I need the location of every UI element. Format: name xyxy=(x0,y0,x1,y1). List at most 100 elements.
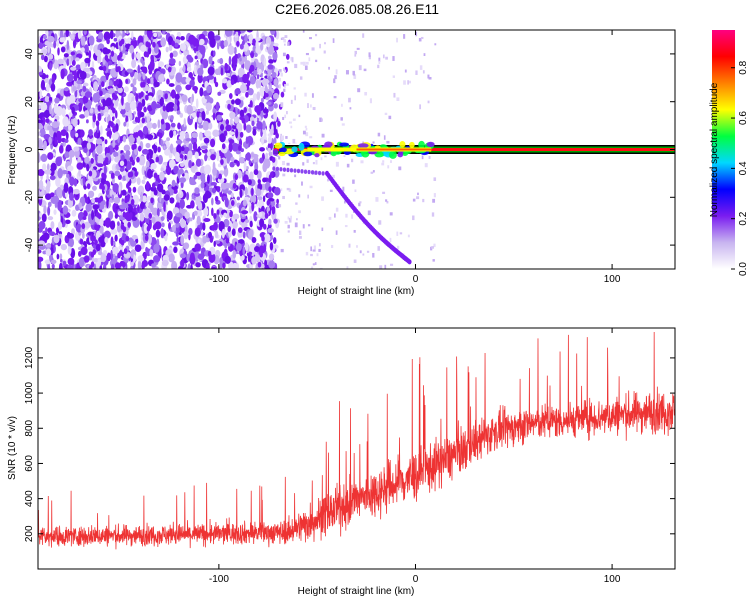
spectrogram-cell xyxy=(187,150,193,159)
spectrogram-cell xyxy=(62,116,69,127)
spectrogram-cell xyxy=(173,215,181,224)
spectrogram-cell xyxy=(312,249,316,252)
spectrogram-cell xyxy=(229,211,233,218)
spectrogram-cell xyxy=(43,55,48,63)
spectrogram-cell xyxy=(357,88,361,93)
spectrogram-cell xyxy=(117,66,121,73)
spectrogram-cell xyxy=(279,167,283,172)
spectrogram-cell xyxy=(47,206,51,216)
spectrogram-cell xyxy=(225,237,230,244)
spectrogram-cell xyxy=(144,216,150,224)
spectrogram-y-tick-label: 20 xyxy=(24,96,35,108)
spectrogram-cell xyxy=(262,223,267,230)
spectrogram-cell xyxy=(245,124,252,134)
spectrogram-cell xyxy=(41,73,47,80)
spectrogram-cell xyxy=(177,169,181,179)
spectrogram-cell xyxy=(66,81,73,87)
spectrogram-cell xyxy=(183,229,189,240)
spectrogram-cell xyxy=(216,42,220,50)
spectrogram-cell xyxy=(176,236,179,244)
spectrogram-cell xyxy=(90,170,97,179)
spectrogram-cell xyxy=(279,70,282,73)
spectrogram-cell xyxy=(195,262,201,268)
spectrogram-cell xyxy=(316,253,319,257)
spectrogram-cell xyxy=(309,37,312,40)
spectrogram-cell xyxy=(93,81,99,92)
spectrogram-cell xyxy=(252,128,257,136)
spectrogram-cell xyxy=(247,253,251,263)
spectrogram-cell xyxy=(143,223,149,234)
spectrogram-cell xyxy=(433,177,437,181)
spectrogram-cell xyxy=(73,178,78,187)
spectrogram-cell xyxy=(145,246,149,253)
spectrogram-cell xyxy=(225,124,232,132)
spectrogram-cell xyxy=(422,198,425,203)
spectrogram-cell xyxy=(368,55,371,60)
spectrogram-cell xyxy=(302,30,305,33)
spectrogram-cell xyxy=(432,198,436,203)
spectrogram-cell xyxy=(46,41,52,46)
spectrogram-cell xyxy=(192,141,198,152)
spectrogram-cell xyxy=(217,91,222,96)
spectrogram-cell xyxy=(51,121,59,129)
spectrogram-cell xyxy=(268,218,272,226)
spectrogram-cell xyxy=(236,40,240,47)
spectrogram-cell xyxy=(153,189,158,196)
spectrogram-cell xyxy=(123,144,131,152)
spectrogram-cell xyxy=(183,50,188,56)
spectrogram-cell xyxy=(377,246,380,251)
spectrogram-cell xyxy=(211,266,216,269)
spectrogram-cell xyxy=(294,63,298,69)
spectrogram-cell xyxy=(114,234,118,242)
spectrogram-cell xyxy=(305,132,309,137)
spectrogram-cell xyxy=(188,34,196,45)
spectrogram-cell xyxy=(264,212,269,219)
spectrogram-cell xyxy=(234,53,238,60)
spectrogram-cell xyxy=(304,125,307,128)
spectrogram-cell xyxy=(268,260,276,269)
spectrogram-cell xyxy=(86,163,90,172)
spectrogram-cell xyxy=(42,232,50,241)
spectrogram-cell xyxy=(212,129,220,137)
spectrogram-cell xyxy=(211,148,215,153)
spectrogram-cell xyxy=(258,78,262,89)
spectrogram-cell xyxy=(196,215,201,226)
spectrogram-cell xyxy=(137,145,142,152)
spectrogram-cell xyxy=(104,111,109,118)
spectrogram-cell xyxy=(345,70,349,75)
spectrogram-cell xyxy=(315,59,318,63)
spectrogram-cell xyxy=(204,164,212,175)
spectrogram-cell xyxy=(396,37,398,43)
spectrogram-cell xyxy=(130,198,135,205)
spectrogram-cell xyxy=(221,228,225,239)
spectrogram-cell xyxy=(51,263,55,269)
spectrogram-cell xyxy=(42,163,47,172)
spectrogram-cell xyxy=(306,159,309,163)
spectrogram-cell xyxy=(84,91,93,98)
spectrogram-cell xyxy=(285,136,288,139)
spectrogram-cell xyxy=(79,70,87,80)
spectrogram-cell xyxy=(95,243,101,252)
spectrogram-cell xyxy=(138,155,146,166)
spectrogram-cell xyxy=(272,148,279,157)
spectrogram-cell xyxy=(289,121,292,124)
spectrogram-cell xyxy=(334,213,336,218)
spectrogram-cell xyxy=(151,72,156,79)
spectrogram-cell xyxy=(114,144,119,151)
spectrogram-cell xyxy=(71,106,75,115)
spectrogram-cell xyxy=(223,130,228,137)
spectrogram-cell xyxy=(232,221,239,229)
spectrogram-cell xyxy=(162,30,166,35)
spectrogram-cell xyxy=(403,34,406,39)
spectrogram-cell xyxy=(268,59,274,64)
spectrogram-cell xyxy=(151,263,157,268)
spectrogram-cell xyxy=(267,64,274,70)
spectrogram-cell xyxy=(38,104,42,110)
spectrogram-cell xyxy=(239,96,245,101)
spectrogram-cell xyxy=(383,135,386,140)
spectrogram-cell xyxy=(183,242,190,250)
spectrogram-cell xyxy=(75,132,79,138)
spectrogram-cell xyxy=(333,78,336,84)
spectrogram-cell xyxy=(275,166,280,172)
spectrogram-cell xyxy=(313,245,317,250)
